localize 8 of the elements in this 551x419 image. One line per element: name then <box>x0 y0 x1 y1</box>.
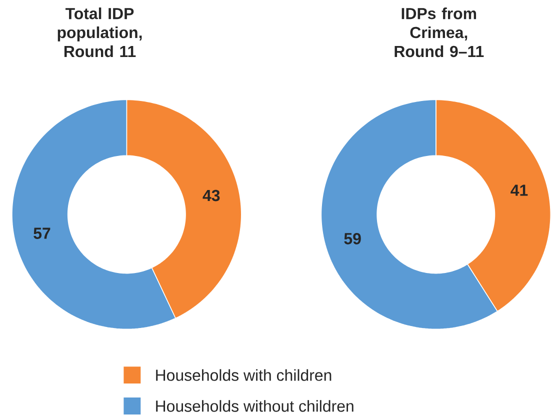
data-label: 59 <box>344 233 361 244</box>
legend-label: Households without children <box>156 400 354 412</box>
legend-label: Households with children <box>156 369 332 381</box>
data-label: 57 <box>34 228 50 239</box>
data-label: 43 <box>202 190 220 202</box>
chart-title: Total IDP population, Round 11 <box>58 8 142 58</box>
chart-title: IDPs from Crimea, Round 9–11 <box>394 8 484 58</box>
data-label: 41 <box>510 184 528 196</box>
